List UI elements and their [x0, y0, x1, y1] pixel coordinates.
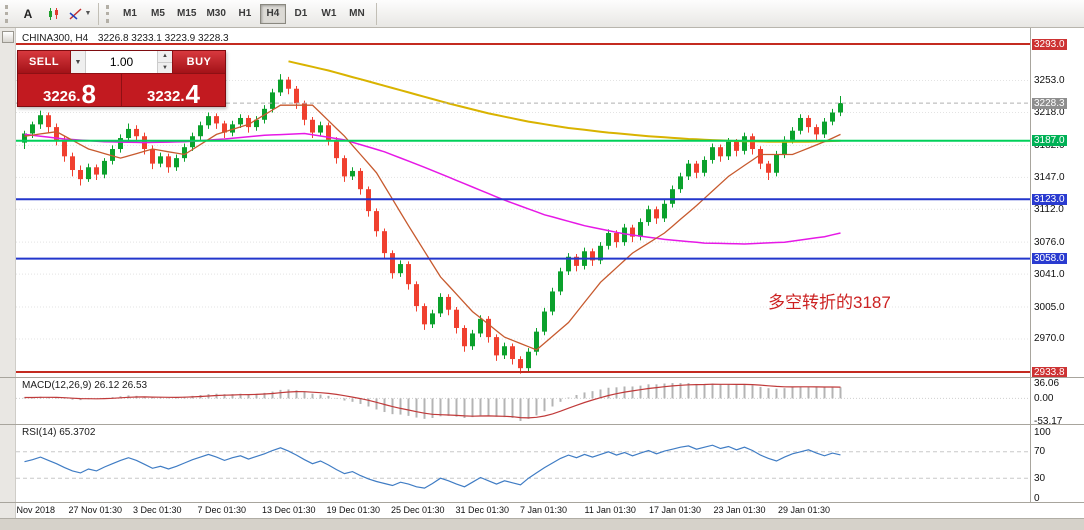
time-label: 17 Jan 01:30 [649, 505, 702, 515]
time-label: 31 Dec 01:30 [455, 505, 510, 515]
timeframe-d1-button[interactable]: D1 [294, 8, 308, 19]
volume-spinner: ▲ ▼ [157, 51, 172, 73]
price-label: 3218.0 [1034, 107, 1065, 118]
chart-symbol-period: CHINA300, H4 [22, 33, 89, 44]
volume-dropdown-caret-icon[interactable]: ▼ [71, 51, 86, 73]
macd-axis-label: 36.06 [1034, 377, 1060, 389]
price-label: 3076.0 [1034, 236, 1065, 248]
price-label: 3253.0 [1034, 75, 1065, 86]
ma-slow-gold [288, 60, 841, 143]
toolbar-separator [98, 2, 99, 25]
time-label: 3 Dec 01:30 [133, 505, 182, 515]
time-label: 25 Dec 01:30 [391, 505, 445, 515]
sell-price-button[interactable]: 3226. 8 [18, 74, 122, 109]
objects-tool-button[interactable]: ▼ [67, 3, 93, 25]
volume-increase-button[interactable]: ▲ [158, 51, 172, 63]
time-label: 19 Dec 01:30 [326, 505, 381, 515]
volume-combo: ▼ ▲ ▼ [70, 51, 173, 73]
buy-button[interactable]: BUY [173, 51, 225, 73]
price-label: 3147.0 [1034, 171, 1065, 183]
price-axis-separator [1030, 28, 1031, 502]
price-label: 2933.8 [1032, 366, 1067, 378]
ma-medium-magenta [24, 132, 841, 245]
buy-price-button[interactable]: 3232. 4 [122, 74, 225, 109]
chart-type-icon [49, 7, 58, 20]
chart-ohlc-values: 3226.8 3233.1 3223.9 3228.3 [97, 33, 229, 44]
time-axis-separator [0, 502, 1084, 503]
macd-label: MACD(12,26,9) 26.12 26.53 [22, 380, 148, 391]
price-label: 3123.0 [1032, 193, 1067, 205]
volume-input[interactable] [86, 51, 157, 73]
macd-axis-label: -53.17 [1034, 415, 1063, 427]
timeframe-w1-button[interactable]: W1 [321, 8, 337, 19]
chart-title: CHINA300, H4 3226.8 3233.1 3223.9 3228.3 [22, 33, 229, 44]
time-label: 27 Nov 01:30 [68, 505, 123, 515]
text-label-tool-button[interactable]: A [23, 6, 33, 21]
chart-type-tool-button[interactable] [41, 3, 67, 25]
rsi-axis-label: 100 [1034, 426, 1051, 438]
time-label: 11 Jan 01:30 [584, 505, 636, 515]
timeframe-mn-button[interactable]: MN [349, 8, 365, 19]
price-label: 3293.0 [1032, 38, 1067, 50]
trade-controls-row: SELL ▼ ▲ ▼ BUY [18, 51, 225, 74]
rsi-axis-label: 70 [1034, 446, 1046, 458]
price-label: 2970.0 [1034, 333, 1065, 345]
left-dock-strip [0, 28, 16, 518]
time-axis: 21 Nov 2018 27 Nov 01:30 3 Dec 01:30 7 Dec … [0, 503, 1030, 518]
rsi-axis-label: 0 [1034, 492, 1040, 504]
trade-prices-row: 3226. 8 3232. 4 [18, 74, 225, 109]
toolbar-separator [375, 2, 377, 25]
price-label: 3005.0 [1034, 301, 1065, 313]
timeframes-group: M1 M5 M15 M30 H1 H4 D1 W1 MN [116, 3, 371, 24]
rsi-panel-separator[interactable] [0, 424, 1084, 425]
price-label: 3112.0 [1034, 203, 1064, 215]
timeframe-m5-button[interactable]: M5 [151, 8, 165, 19]
rsi-label: RSI(14) 65.3702 [22, 427, 96, 438]
sell-price-main: 3226. [42, 87, 81, 105]
price-label: 3228.3 [1032, 97, 1067, 109]
timeframe-m30-button[interactable]: M30 [206, 8, 226, 19]
main-toolbar: A ▼ M1 M5 M15 M30 H1 H4 D1 W1 MN [0, 0, 1084, 28]
macd-axis-label: 0.00 [1034, 392, 1054, 404]
time-label: 21 Nov 2018 [4, 505, 56, 515]
volume-decrease-button[interactable]: ▼ [158, 62, 172, 73]
main-chart-canvas[interactable] [16, 28, 1030, 377]
time-label: 7 Dec 01:30 [197, 505, 247, 515]
rsi-panel-canvas[interactable] [16, 425, 1030, 502]
timeframe-h1-button[interactable]: H1 [238, 8, 252, 19]
toolbar-grip[interactable] [106, 4, 111, 23]
buy-price-pip: 4 [185, 78, 200, 109]
objects-icon [69, 7, 82, 20]
bottom-strip [0, 518, 1084, 530]
one-click-trading-panel: SELL ▼ ▲ ▼ BUY 3226. 8 3232. 4 [17, 50, 226, 107]
macd-panel-separator[interactable] [0, 377, 1084, 378]
dropdown-caret-icon: ▼ [84, 10, 92, 17]
annotation-text: 多空转折的3187 [768, 293, 891, 312]
price-label: 3041.0 [1034, 268, 1065, 280]
time-label: 23 Jan 01:30 [713, 505, 766, 515]
sell-button[interactable]: SELL [18, 51, 70, 73]
time-label: 29 Jan 01:30 [778, 505, 831, 515]
macd-panel-canvas[interactable] [16, 378, 1030, 424]
price-axis: 3293.03253.03228.33218.03187.03182.03147… [1031, 28, 1084, 504]
tools-group: A ▼ [15, 3, 93, 25]
timeframe-m1-button[interactable]: M1 [123, 8, 137, 19]
time-label: 13 Dec 01:30 [262, 505, 316, 515]
sell-price-pip: 8 [81, 78, 96, 109]
toolbar-grip[interactable] [5, 4, 10, 23]
price-label: 3058.0 [1032, 253, 1067, 265]
docked-panel-icon[interactable] [1, 31, 14, 43]
price-label: 3187.0 [1032, 135, 1067, 147]
timeframe-h4-button[interactable]: H4 [259, 3, 286, 24]
timeframe-m15-button[interactable]: M15 [177, 8, 197, 19]
rsi-axis-label: 30 [1034, 472, 1046, 484]
time-label: 7 Jan 01:30 [520, 505, 568, 515]
buy-price-main: 3232. [146, 87, 185, 105]
